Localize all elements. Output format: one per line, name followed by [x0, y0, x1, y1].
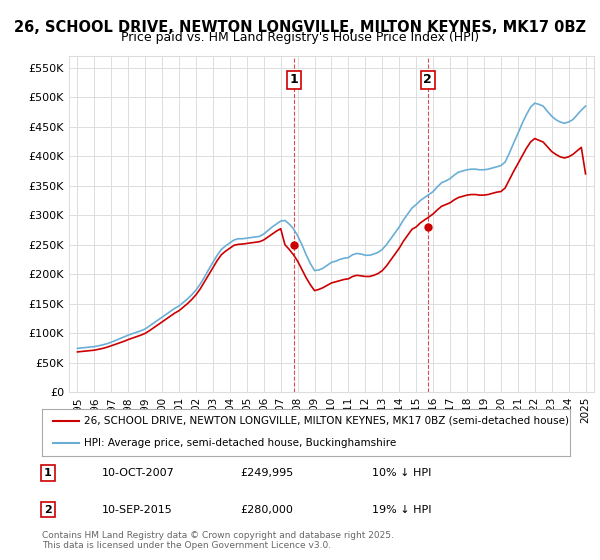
Text: Price paid vs. HM Land Registry's House Price Index (HPI): Price paid vs. HM Land Registry's House … [121, 31, 479, 44]
Text: £280,000: £280,000 [240, 505, 293, 515]
Text: 26, SCHOOL DRIVE, NEWTON LONGVILLE, MILTON KEYNES, MK17 0BZ: 26, SCHOOL DRIVE, NEWTON LONGVILLE, MILT… [14, 20, 586, 35]
Text: £249,995: £249,995 [240, 468, 293, 478]
Text: 1: 1 [289, 73, 298, 86]
Text: 26, SCHOOL DRIVE, NEWTON LONGVILLE, MILTON KEYNES, MK17 0BZ (semi-detached house: 26, SCHOOL DRIVE, NEWTON LONGVILLE, MILT… [84, 416, 569, 426]
Text: 2: 2 [424, 73, 432, 86]
Text: 10-OCT-2007: 10-OCT-2007 [102, 468, 175, 478]
Text: 2: 2 [44, 505, 52, 515]
Text: 10% ↓ HPI: 10% ↓ HPI [372, 468, 431, 478]
Text: 19% ↓ HPI: 19% ↓ HPI [372, 505, 431, 515]
Text: HPI: Average price, semi-detached house, Buckinghamshire: HPI: Average price, semi-detached house,… [84, 438, 397, 448]
Text: Contains HM Land Registry data © Crown copyright and database right 2025.
This d: Contains HM Land Registry data © Crown c… [42, 530, 394, 550]
Text: 10-SEP-2015: 10-SEP-2015 [102, 505, 173, 515]
Text: 1: 1 [44, 468, 52, 478]
